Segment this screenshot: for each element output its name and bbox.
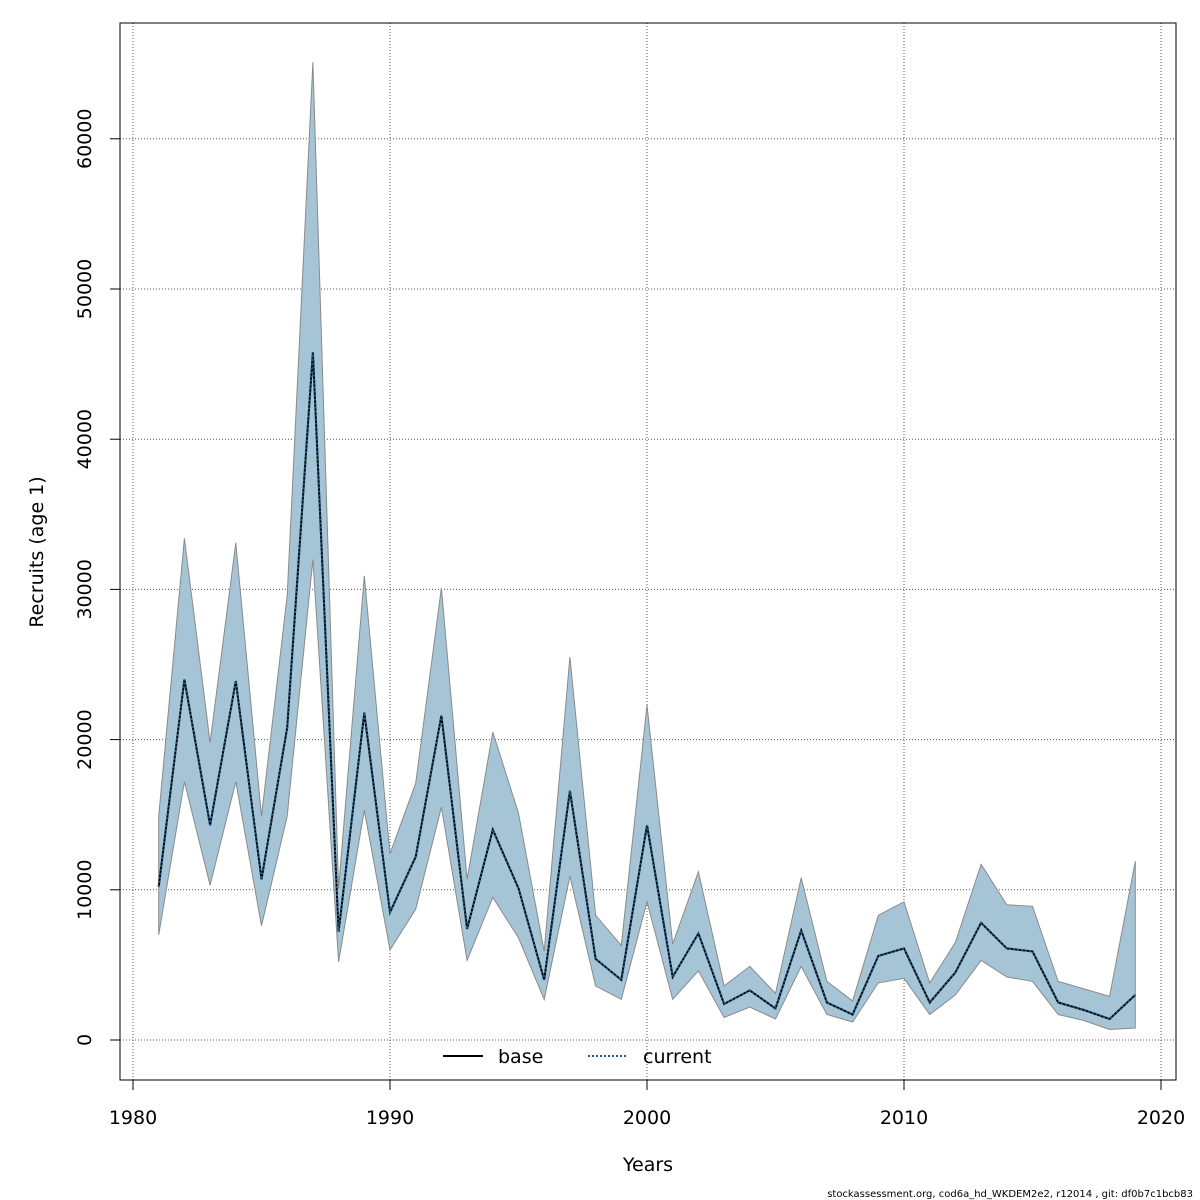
- y-axis-title: Recruits (age 1): [26, 476, 48, 627]
- x-tick-label: 1980: [109, 1107, 157, 1129]
- y-tick-label: 50000: [74, 259, 96, 319]
- legend-label-base: base: [498, 1046, 543, 1068]
- plot-frame: [119, 22, 1177, 1081]
- x-axis-title: Years: [622, 1154, 673, 1176]
- y-axis: 0 10000 20000 30000 40000 50000 60000: [74, 109, 120, 1046]
- legend: base current: [443, 1046, 712, 1068]
- y-tick-label: 10000: [74, 860, 96, 920]
- y-tick-label: 60000: [74, 109, 96, 169]
- series-line-current: [157, 352, 1136, 1021]
- x-tick-label: 1990: [366, 1107, 414, 1129]
- y-tick-label: 0: [74, 1034, 96, 1046]
- x-axis: 1980 1990 2000 2010 2020: [109, 1080, 1185, 1129]
- y-tick-label: 20000: [74, 709, 96, 769]
- x-tick-label: 2010: [880, 1107, 928, 1129]
- y-tick-label: 30000: [74, 559, 96, 619]
- footer-credit: stockassessment.org, cod6a_hd_WKDEM2e2, …: [827, 1189, 1193, 1200]
- x-tick-label: 2000: [623, 1107, 671, 1129]
- y-tick-label: 40000: [74, 409, 96, 469]
- legend-label-current: current: [643, 1046, 712, 1068]
- x-tick-label: 2020: [1137, 1107, 1185, 1129]
- confidence-band: [158, 62, 1136, 1031]
